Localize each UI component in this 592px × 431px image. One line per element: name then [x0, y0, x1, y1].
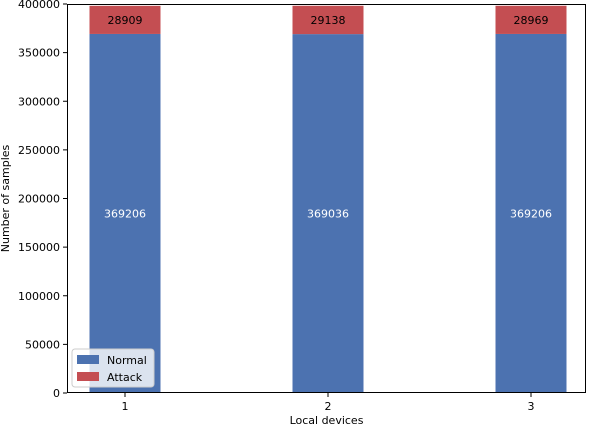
y-tick-label-350000: 350000: [18, 47, 60, 60]
y-tick-label-150000: 150000: [18, 241, 60, 254]
data-label-normal-3: 369206: [510, 207, 552, 220]
bar-normal-2: [292, 34, 364, 394]
y-axis-title: Number of samples: [0, 144, 12, 252]
bar-attack-1: [89, 5, 161, 34]
y-tick-label-50000: 50000: [25, 338, 60, 351]
x-tick-label-1: 1: [122, 400, 129, 413]
data-label-attack-3: 28969: [514, 14, 549, 27]
bar-normal-3: [495, 33, 567, 393]
data-label-attack-1: 28909: [108, 14, 143, 27]
y-tick-label-100000: 100000: [18, 290, 60, 303]
x-tick-label-3: 3: [528, 400, 535, 413]
data-label-normal-2: 369036: [307, 208, 349, 221]
legend-swatch-attack: [77, 372, 99, 381]
legend-swatch-normal: [77, 355, 99, 364]
data-label-normal-1: 369206: [104, 207, 146, 220]
bars-layer: [89, 5, 567, 394]
data-label-attack-2: 29138: [311, 14, 346, 27]
bar-attack-2: [292, 5, 364, 35]
y-tick-label-200000: 200000: [18, 193, 60, 206]
plot-frame: [67, 4, 586, 393]
legend-label-attack: Attack: [107, 371, 143, 384]
bar-normal-1: [89, 33, 161, 393]
y-tick-label-300000: 300000: [18, 95, 60, 108]
y-axis: 0 50000 100000 150000 200000 250000 300000 3500…: [18, 0, 67, 400]
legend-label-normal: Normal: [107, 354, 147, 367]
bar-labels-layer: 369206 28909 369036 29138 369206 28969: [104, 14, 552, 221]
y-tick-label-0: 0: [53, 387, 60, 400]
y-tick-label-250000: 250000: [18, 144, 60, 157]
bar-attack-3: [495, 5, 567, 34]
x-axis-title: Local devices: [290, 414, 364, 426]
x-axis: 1 2 3: [122, 393, 535, 413]
y-tick-label-400000: 400000: [18, 0, 60, 11]
legend: Normal Attack: [71, 348, 155, 388]
x-tick-label-2: 2: [325, 400, 332, 413]
